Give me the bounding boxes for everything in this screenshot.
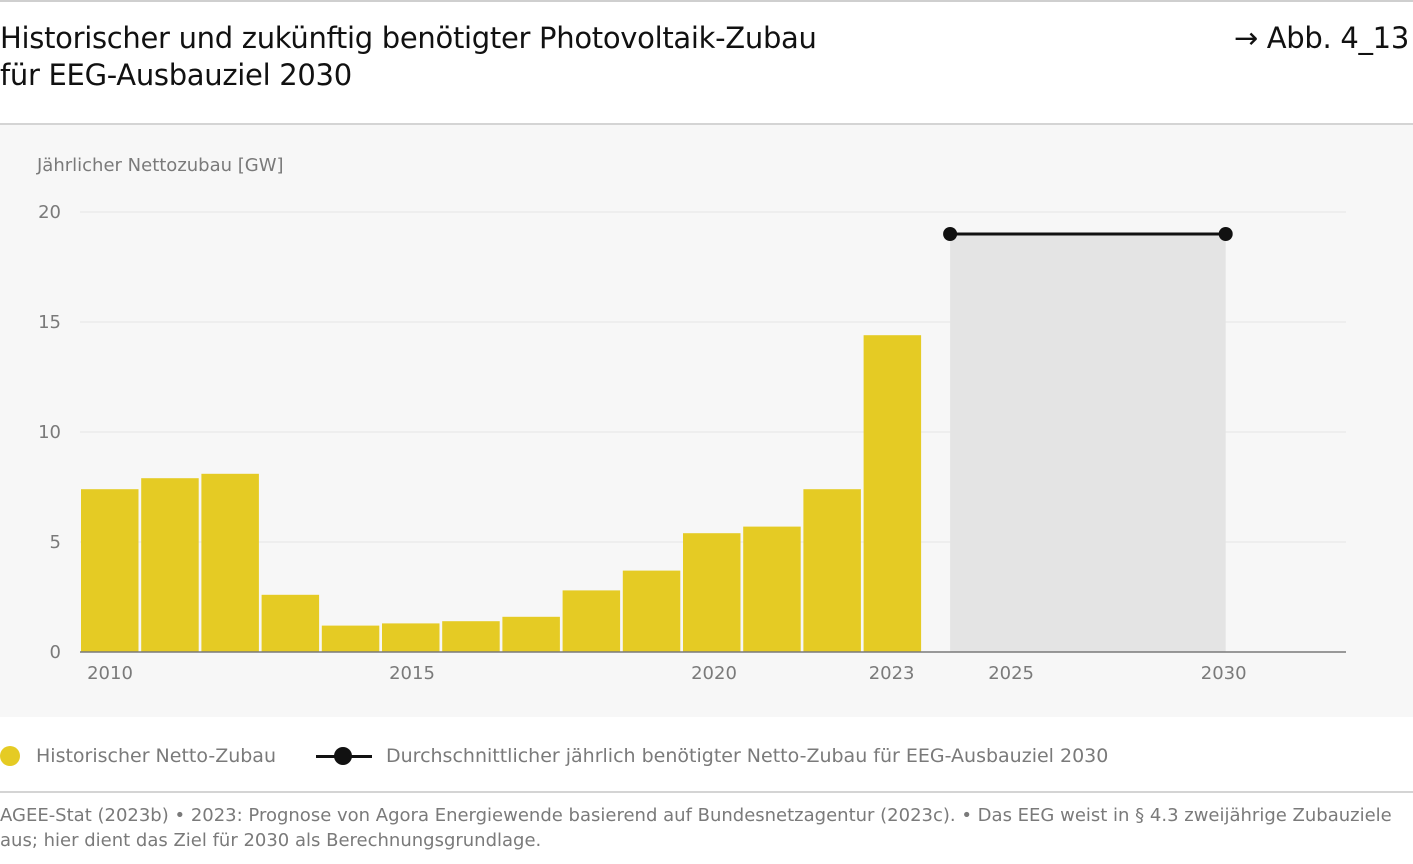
bar <box>562 590 621 652</box>
y-tick-label: 10 <box>38 422 61 443</box>
bar <box>382 623 440 652</box>
bar <box>743 526 801 652</box>
top-divider <box>0 0 1413 2</box>
bar <box>502 616 560 652</box>
bar <box>442 621 500 652</box>
x-tick-label: 2025 <box>988 663 1034 684</box>
legend-item-target: Durchschnittlicher jährlich benötigter N… <box>316 740 1108 772</box>
bar <box>683 533 741 652</box>
bar <box>803 489 861 652</box>
x-tick-label: 2023 <box>869 663 915 684</box>
y-tick-label: 0 <box>50 642 61 663</box>
bottom-divider <box>0 791 1413 793</box>
legend-label-target: Durchschnittlicher jährlich benötigter N… <box>386 745 1109 767</box>
bar <box>141 478 199 652</box>
bar <box>863 335 922 652</box>
x-tick-label: 2030 <box>1201 663 1247 684</box>
legend-item-historic: Historischer Netto-Zubau <box>0 740 276 772</box>
bar-chart: 0 5 10 15 20 2010 2015 2020 2023 2025 2030 <box>38 202 1346 684</box>
chart-title: Historischer und zukünftig benötigter Ph… <box>0 21 817 92</box>
legend-label-historic: Historischer Netto-Zubau <box>36 745 276 767</box>
bar <box>261 594 320 652</box>
x-tick-label: 2015 <box>389 663 435 684</box>
target-point <box>943 227 958 241</box>
line-with-dot-icon <box>316 746 372 766</box>
bar <box>201 473 259 652</box>
figure-reference: → Abb. 4_13 <box>1233 21 1409 55</box>
bar <box>622 570 681 652</box>
target-point <box>1218 227 1233 241</box>
y-tick-label: 20 <box>38 202 61 223</box>
y-tick-label: 5 <box>50 532 61 553</box>
yellow-dot-icon <box>0 746 20 766</box>
x-tick-label: 2020 <box>691 663 737 684</box>
bar <box>321 625 380 652</box>
source-note: AGEE-Stat (2023b) • 2023: Prognose von A… <box>0 805 1392 851</box>
target-area <box>950 234 1226 652</box>
x-tick-label: 2010 <box>87 663 133 684</box>
y-tick-label: 15 <box>38 312 61 333</box>
bar <box>81 489 139 652</box>
y-axis-label: Jährlicher Nettozubau [GW] <box>37 155 284 176</box>
legend: Historischer Netto-Zubau Durchschnittlic… <box>0 740 1413 772</box>
